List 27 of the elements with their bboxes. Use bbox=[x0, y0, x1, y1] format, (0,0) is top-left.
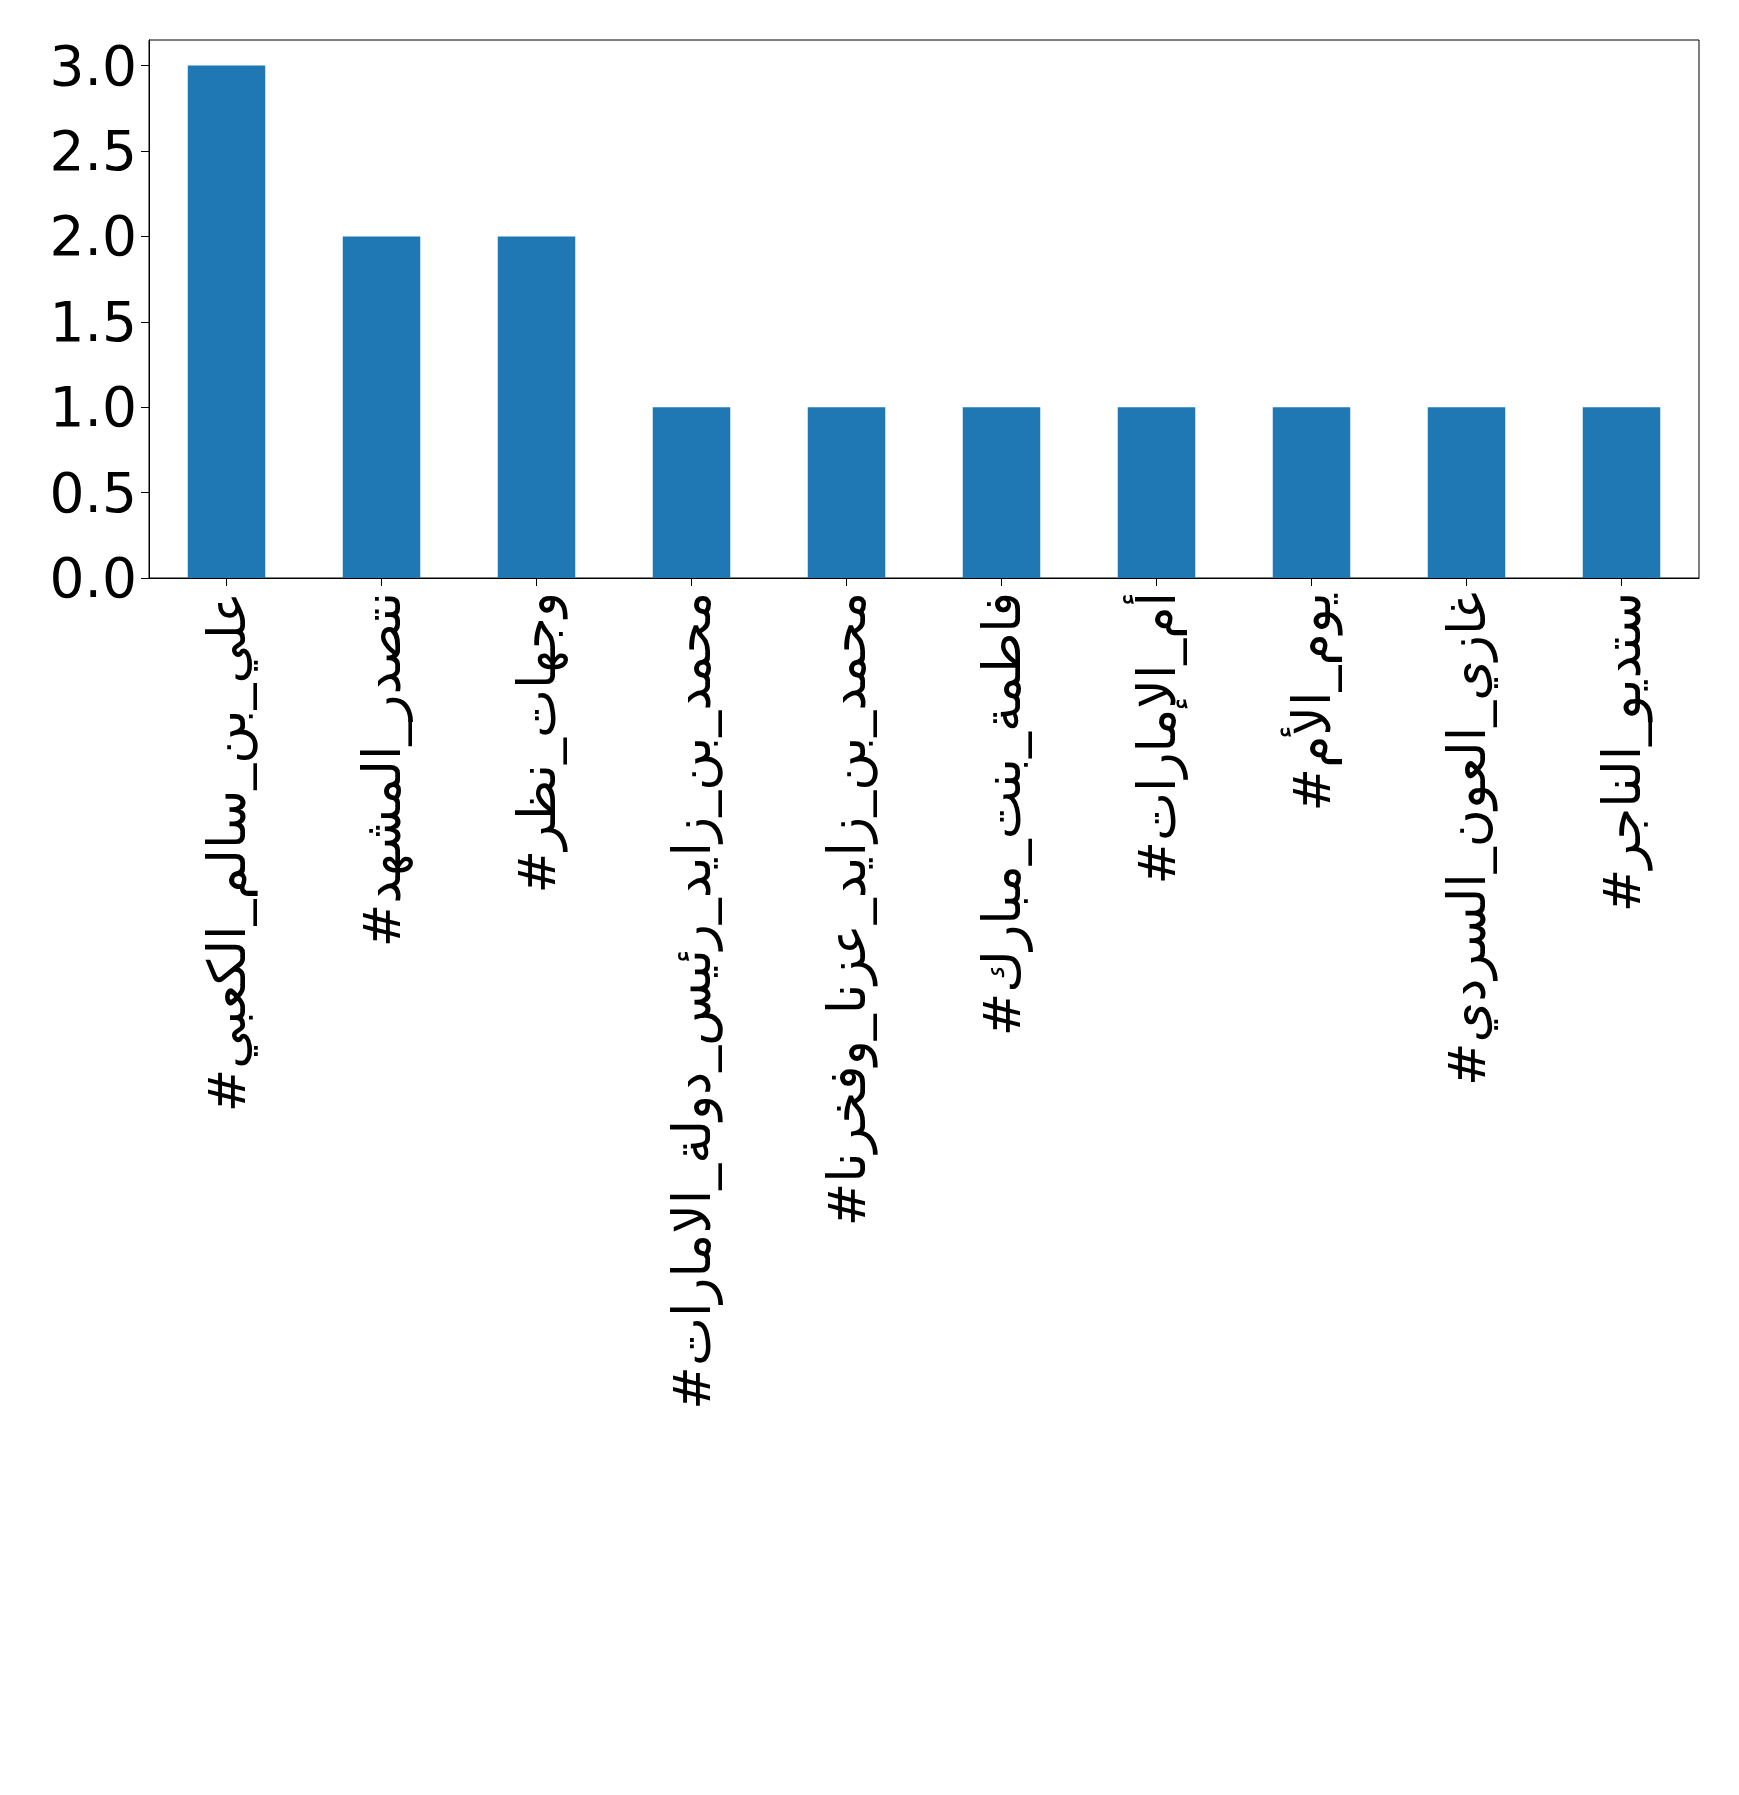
x-tick-label: #ستديو_الناجر bbox=[1591, 592, 1653, 913]
y-tick-label: 1.0 bbox=[49, 375, 137, 440]
y-tick-label: 0.0 bbox=[49, 546, 137, 610]
bar bbox=[342, 236, 421, 578]
bar bbox=[1582, 407, 1661, 578]
bar bbox=[497, 236, 576, 578]
bar bbox=[1272, 407, 1351, 578]
x-tick-label: #محمد_بن_زايد_رئيس_دولة_الامارات bbox=[661, 592, 723, 1410]
bar bbox=[652, 407, 731, 578]
y-tick-label: 0.5 bbox=[49, 460, 137, 525]
bar bbox=[187, 65, 266, 578]
x-tick-label: #علي_بن_سالم_الكعبي bbox=[196, 592, 258, 1113]
y-tick-label: 3.0 bbox=[49, 33, 137, 98]
x-tick-label: #فاطمة_بنت_مبارك bbox=[971, 592, 1033, 1037]
x-tick-label: #وجهات_نظر bbox=[506, 592, 568, 894]
bar bbox=[962, 407, 1041, 578]
x-tick-label: #يوم_الأم bbox=[1279, 592, 1343, 812]
bar bbox=[1427, 407, 1506, 578]
y-tick-label: 2.0 bbox=[49, 204, 137, 269]
y-tick-label: 1.5 bbox=[49, 289, 137, 354]
bar bbox=[1117, 407, 1196, 578]
x-tick-label: #غازي_العون_السردي bbox=[1436, 592, 1498, 1087]
x-tick-label: #نتصدر_المشهد bbox=[351, 592, 413, 948]
x-tick-label: #أم_الإمارات bbox=[1122, 592, 1188, 885]
y-tick-label: 2.5 bbox=[49, 119, 137, 184]
x-tick-label: #محمد_بن_زايد_عزنا_وفخرنا bbox=[816, 592, 878, 1227]
bar bbox=[807, 407, 886, 578]
